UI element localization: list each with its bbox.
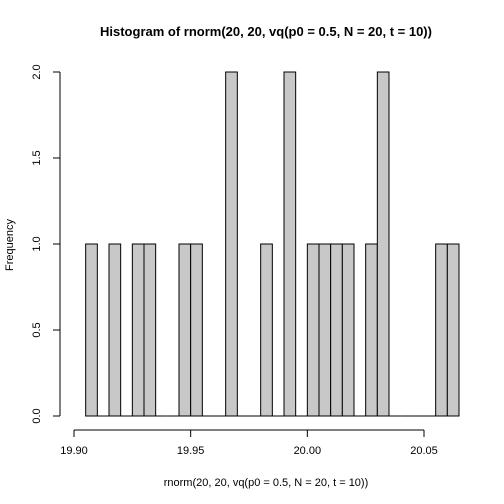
y-axis: 0.0 0.5 1.0 1.5 2.0 [31, 64, 61, 424]
histogram-bar-17 [283, 71, 297, 417]
histogram-bar-20 [318, 243, 332, 417]
histogram-bar-25 [376, 71, 390, 417]
histogram-bar-31 [446, 243, 460, 417]
histogram-bar-21 [330, 243, 343, 417]
histogram-bar-30 [435, 243, 448, 417]
y-tick-label-2: 1.0 [31, 236, 43, 251]
histogram-bar-9 [190, 243, 203, 417]
chart-title: Histogram of rnorm(20, 20, vq(p0 = 0.5, … [100, 24, 432, 39]
histogram-bar-8 [178, 243, 192, 417]
y-tick-label-4: 2.0 [31, 64, 43, 79]
x-tick-label-1: 19.95 [177, 445, 205, 457]
histogram-bar-4 [131, 243, 145, 417]
histogram-bar-22 [341, 243, 355, 417]
x-axis-label: rnorm(20, 20, vq(p0 = 0.5, N = 20, t = 1… [164, 477, 369, 489]
x-tick-label-0: 19.90 [60, 445, 88, 457]
histogram-bar-24 [365, 243, 378, 417]
y-tick-label-3: 1.5 [31, 150, 43, 165]
y-axis-label: Frequency [4, 219, 16, 271]
histogram-bar-0 [85, 243, 98, 417]
y-tick-label-0: 0.0 [31, 408, 43, 423]
bars-group [85, 71, 460, 417]
y-tick-label-1: 0.5 [31, 322, 43, 337]
histogram-bar-12 [225, 71, 238, 417]
x-axis: 19.90 19.95 20.00 20.05 [60, 429, 438, 457]
histogram-bar-19 [306, 243, 320, 417]
x-tick-label-3: 20.05 [410, 445, 438, 457]
histogram-bar-15 [260, 243, 273, 417]
histogram-bar-5 [143, 243, 157, 417]
x-tick-label-2: 20.00 [294, 445, 322, 457]
histogram-bar-2 [108, 243, 122, 417]
